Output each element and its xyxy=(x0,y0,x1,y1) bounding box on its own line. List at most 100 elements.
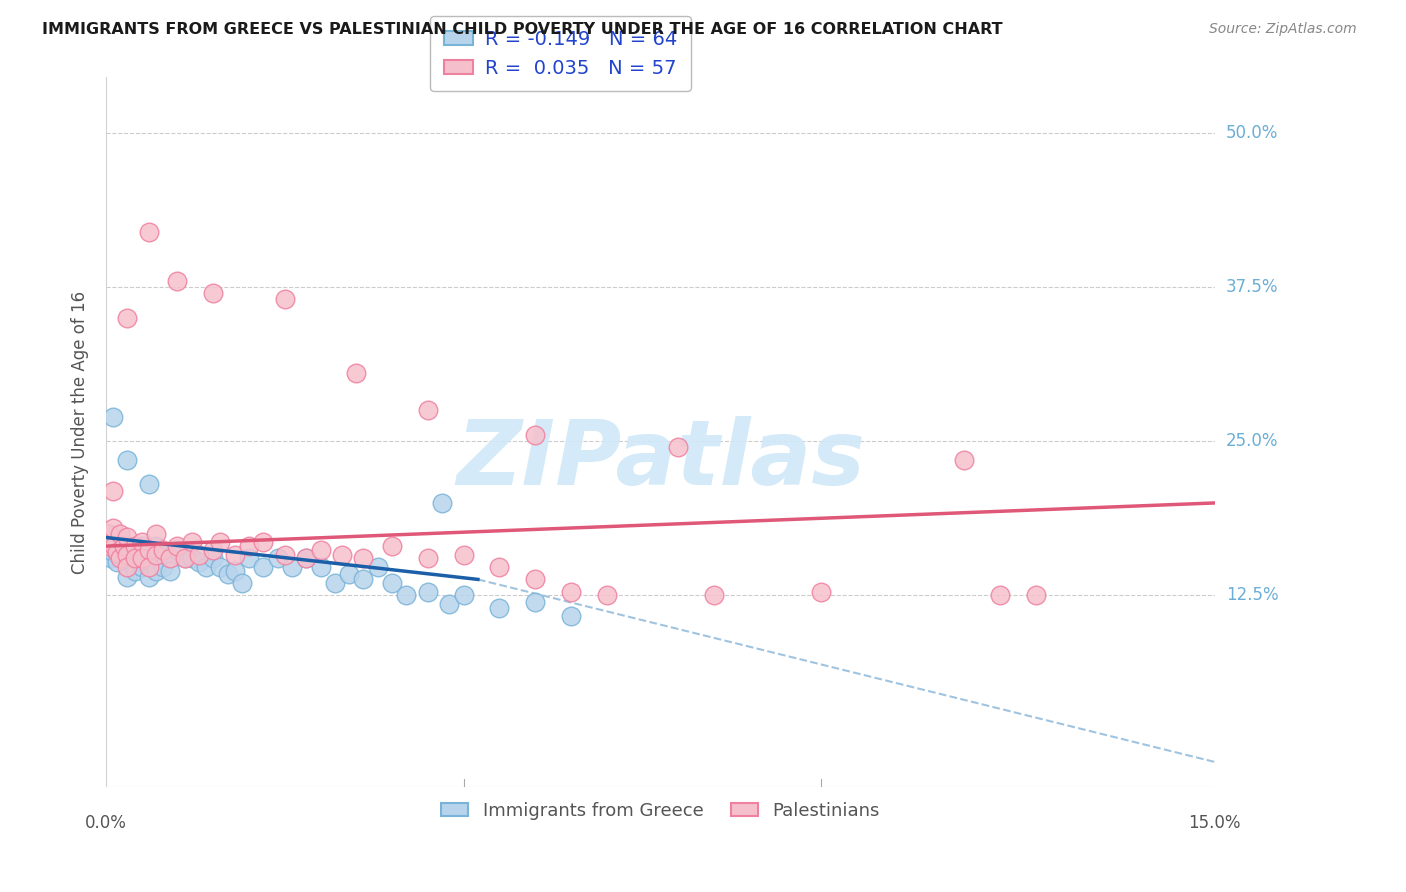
Point xyxy=(988,589,1011,603)
Point xyxy=(124,551,146,566)
Point xyxy=(596,589,619,603)
Point xyxy=(138,542,160,557)
Point xyxy=(105,545,128,559)
Point xyxy=(416,584,439,599)
Point xyxy=(488,600,510,615)
Point xyxy=(202,551,225,566)
Point xyxy=(560,584,582,599)
Point xyxy=(105,555,128,569)
Point xyxy=(103,539,125,553)
Point xyxy=(131,535,153,549)
Point xyxy=(124,551,146,566)
Point xyxy=(416,403,439,417)
Point xyxy=(703,589,725,603)
Point xyxy=(274,548,297,562)
Point xyxy=(295,551,318,566)
Point xyxy=(166,274,188,288)
Text: ZIPatlas: ZIPatlas xyxy=(456,417,865,504)
Point xyxy=(110,542,132,557)
Point xyxy=(120,545,142,559)
Point xyxy=(101,409,124,424)
Point xyxy=(98,526,121,541)
Point xyxy=(145,539,167,553)
Point xyxy=(145,564,167,578)
Point xyxy=(560,609,582,624)
Text: 25.0%: 25.0% xyxy=(1226,433,1278,450)
Point xyxy=(159,551,181,566)
Point xyxy=(953,452,976,467)
Point xyxy=(252,560,274,574)
Point xyxy=(117,310,139,325)
Point xyxy=(112,539,135,553)
Point xyxy=(323,576,346,591)
Point xyxy=(202,542,225,557)
Point xyxy=(266,551,288,566)
Text: IMMIGRANTS FROM GREECE VS PALESTINIAN CHILD POVERTY UNDER THE AGE OF 16 CORRELAT: IMMIGRANTS FROM GREECE VS PALESTINIAN CH… xyxy=(42,22,1002,37)
Point xyxy=(524,573,547,587)
Point xyxy=(159,564,181,578)
Point xyxy=(138,542,160,557)
Point xyxy=(117,548,139,562)
Point xyxy=(416,551,439,566)
Point xyxy=(281,560,304,574)
Point xyxy=(159,551,181,566)
Point xyxy=(367,560,389,574)
Text: 12.5%: 12.5% xyxy=(1226,586,1278,605)
Point xyxy=(101,535,124,549)
Point xyxy=(217,567,239,582)
Point xyxy=(810,584,832,599)
Point xyxy=(97,526,120,541)
Point xyxy=(180,551,202,566)
Text: 15.0%: 15.0% xyxy=(1188,814,1241,832)
Point xyxy=(231,576,253,591)
Point xyxy=(131,551,153,566)
Point xyxy=(145,548,167,562)
Point xyxy=(110,526,132,541)
Point xyxy=(309,560,332,574)
Legend: Immigrants from Greece, Palestinians: Immigrants from Greece, Palestinians xyxy=(434,795,887,827)
Point xyxy=(224,548,246,562)
Point xyxy=(131,539,153,553)
Point xyxy=(131,560,153,574)
Point xyxy=(166,542,188,557)
Y-axis label: Child Poverty Under the Age of 16: Child Poverty Under the Age of 16 xyxy=(72,291,89,574)
Point xyxy=(117,531,139,545)
Point xyxy=(110,551,132,566)
Point xyxy=(117,539,139,553)
Point xyxy=(117,555,139,569)
Point xyxy=(103,539,125,553)
Point xyxy=(353,551,375,566)
Point xyxy=(112,551,135,566)
Point xyxy=(152,542,174,557)
Point xyxy=(101,483,124,498)
Point xyxy=(439,597,461,611)
Text: 50.0%: 50.0% xyxy=(1226,124,1278,142)
Point xyxy=(187,555,209,569)
Point xyxy=(330,548,353,562)
Point xyxy=(666,441,689,455)
Point xyxy=(124,542,146,557)
Point xyxy=(430,496,453,510)
Text: Source: ZipAtlas.com: Source: ZipAtlas.com xyxy=(1209,22,1357,37)
Text: 0.0%: 0.0% xyxy=(84,814,127,832)
Point xyxy=(124,564,146,578)
Point xyxy=(152,548,174,562)
Point xyxy=(110,548,132,562)
Text: 37.5%: 37.5% xyxy=(1226,278,1278,296)
Point xyxy=(97,539,120,553)
Point xyxy=(173,551,195,566)
Point xyxy=(453,589,475,603)
Point xyxy=(252,535,274,549)
Point xyxy=(202,286,225,301)
Point xyxy=(524,428,547,442)
Point xyxy=(187,548,209,562)
Point xyxy=(138,555,160,569)
Point xyxy=(209,560,232,574)
Point xyxy=(101,520,124,534)
Point xyxy=(195,560,218,574)
Point xyxy=(98,539,121,553)
Point xyxy=(101,545,124,559)
Point xyxy=(453,548,475,562)
Point xyxy=(138,560,160,574)
Point xyxy=(105,545,128,559)
